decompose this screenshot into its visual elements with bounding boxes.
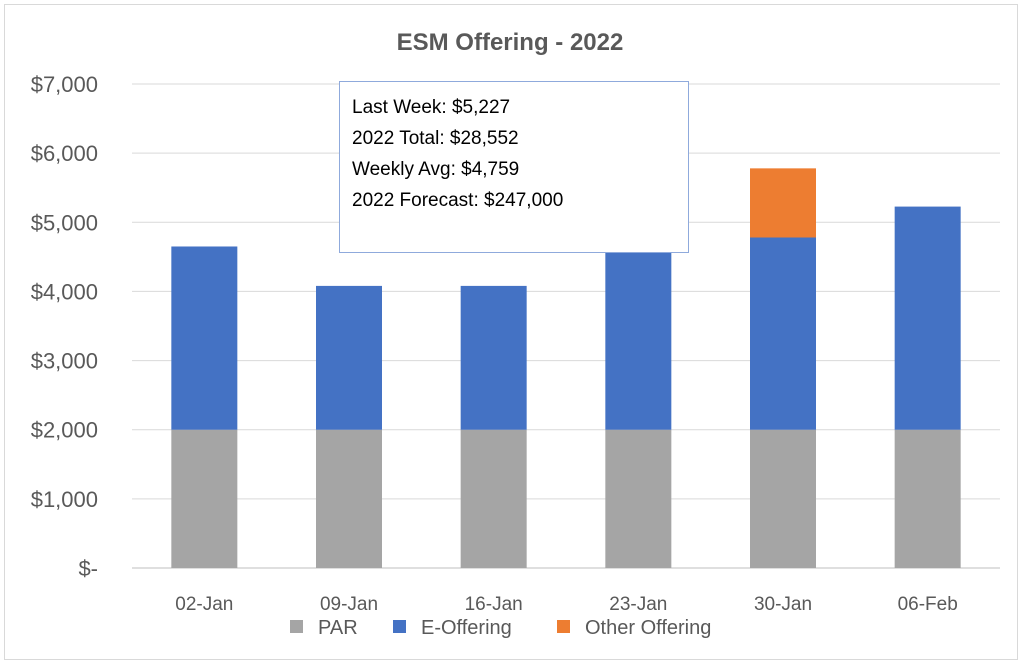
y-axis-ticks: $- $1,000 $2,000 $3,000 $4,000 $5,000 $6,000 $7… <box>31 72 98 581</box>
bar-par <box>750 429 816 568</box>
legend-swatch <box>290 620 303 633</box>
bar-e-offering <box>460 285 527 430</box>
annotation-forecast: 2022 Forecast: $247,000 <box>352 190 564 211</box>
bar-e-offering <box>605 236 672 430</box>
bar-e-offering <box>171 246 238 430</box>
x-axis-ticks: 02-Jan 09-Jan 16-Jan 23-Jan 30-Jan 06-Feb <box>175 594 957 615</box>
y-tick-label: $3,000 <box>31 349 98 374</box>
x-tick-label: 23-Jan <box>609 594 667 615</box>
bar-par <box>460 429 527 568</box>
y-tick-label: $4,000 <box>31 279 98 304</box>
legend-swatch <box>557 620 570 633</box>
bar-par <box>605 429 672 568</box>
bar-other-offering <box>750 168 816 238</box>
bars <box>171 168 961 568</box>
x-tick-label: 06-Feb <box>898 594 958 615</box>
x-tick-label: 09-Jan <box>320 594 378 615</box>
annotation-weekly-avg: Weekly Avg: $4,759 <box>352 159 520 180</box>
bar-par <box>171 429 238 568</box>
y-tick-label: $2,000 <box>31 418 98 443</box>
y-tick-label: $1,000 <box>31 487 98 512</box>
chart-title: ESM Offering - 2022 <box>397 29 624 56</box>
bar-par <box>894 429 961 568</box>
y-tick-label: $- <box>78 556 98 581</box>
bar-e-offering <box>316 285 382 430</box>
x-tick-label: 16-Jan <box>465 594 523 615</box>
y-tick-label: $5,000 <box>31 210 98 235</box>
annotation-total: 2022 Total: $28,552 <box>352 128 519 149</box>
legend-label: Other Offering <box>585 617 711 639</box>
annotation-last-week: Last Week: $5,227 <box>352 97 511 118</box>
legend-label: E-Offering <box>421 617 512 639</box>
x-tick-label: 30-Jan <box>754 594 812 615</box>
bar-par <box>316 429 382 568</box>
legend-label: PAR <box>318 617 358 639</box>
bar-e-offering <box>894 206 961 430</box>
legend: PAR E-Offering Other Offering <box>290 617 711 639</box>
x-tick-label: 02-Jan <box>175 594 233 615</box>
summary-annotation-box: Last Week: $5,227 2022 Total: $28,552 We… <box>339 81 689 253</box>
y-tick-label: $6,000 <box>31 141 98 166</box>
bar-e-offering <box>750 237 816 430</box>
legend-swatch <box>393 620 406 633</box>
y-tick-label: $7,000 <box>31 72 98 97</box>
